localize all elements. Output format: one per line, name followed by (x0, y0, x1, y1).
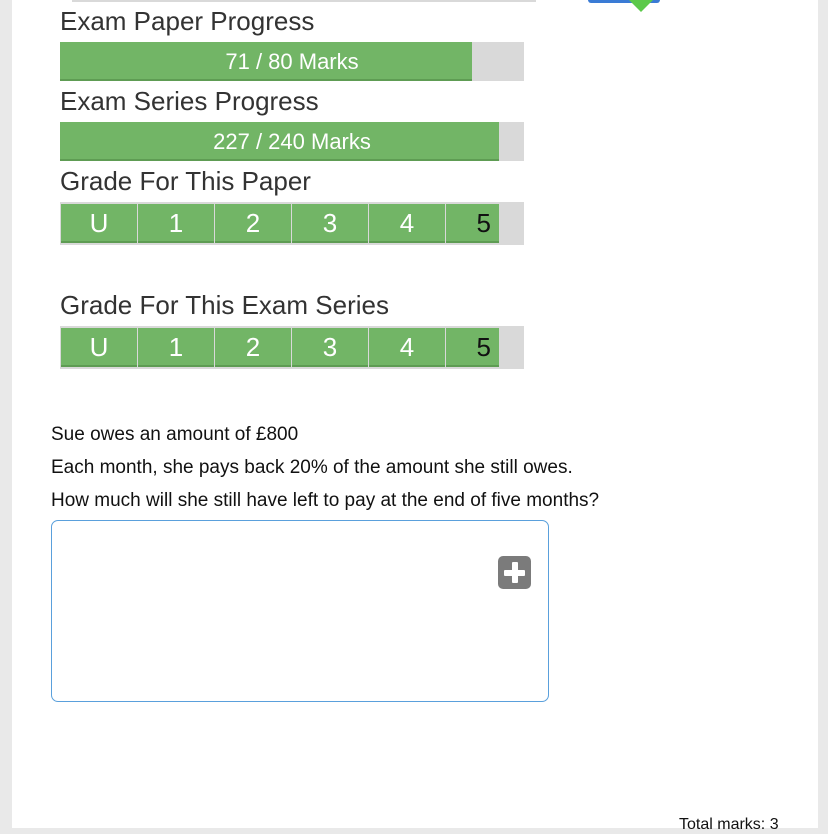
question-line: How much will she still have left to pay… (51, 490, 600, 511)
grade-cell: U (61, 328, 137, 367)
series-grade-bar: U 1 2 3 4 5 (60, 326, 524, 369)
previous-bar (72, 0, 536, 2)
paper-progress-label: Exam Paper Progress (60, 6, 315, 36)
question-line: Sue owes an amount of £800 (51, 424, 299, 445)
grade-cell-current: 5 (446, 328, 499, 367)
series-progress-fill (60, 122, 499, 161)
paper-progress-fill (60, 42, 472, 81)
answer-input[interactable] (51, 520, 549, 702)
grade-cell-current: 5 (446, 204, 499, 243)
series-progress-bar: 227 / 240 Marks (60, 122, 524, 161)
total-marks: Total marks: 3 (679, 816, 779, 833)
paper-progress-text: 71 / 80 Marks (225, 49, 359, 74)
marker-arrow-icon (629, 0, 653, 12)
grade-cell: 1 (138, 204, 214, 243)
grade-cell: 2 (215, 204, 291, 243)
series-grade-label: Grade For This Exam Series (60, 290, 389, 320)
series-progress-label: Exam Series Progress (60, 86, 319, 116)
paper-progress-bar: 71 / 80 Marks (60, 42, 524, 81)
position-marker (588, 0, 660, 3)
grade-cell: 3 (292, 328, 368, 367)
grade-cell: 4 (369, 328, 445, 367)
paper-grade-label: Grade For This Paper (60, 166, 311, 196)
grade-cell: 2 (215, 328, 291, 367)
grade-cell: 4 (369, 204, 445, 243)
add-icon[interactable] (498, 556, 531, 589)
paper-grade-bar: U 1 2 3 4 5 (60, 202, 524, 245)
grade-cell: U (61, 204, 137, 243)
question-line: Each month, she pays back 20% of the amo… (51, 457, 573, 478)
series-progress-text: 227 / 240 Marks (213, 129, 371, 154)
grade-cell: 1 (138, 328, 214, 367)
grade-cell: 3 (292, 204, 368, 243)
